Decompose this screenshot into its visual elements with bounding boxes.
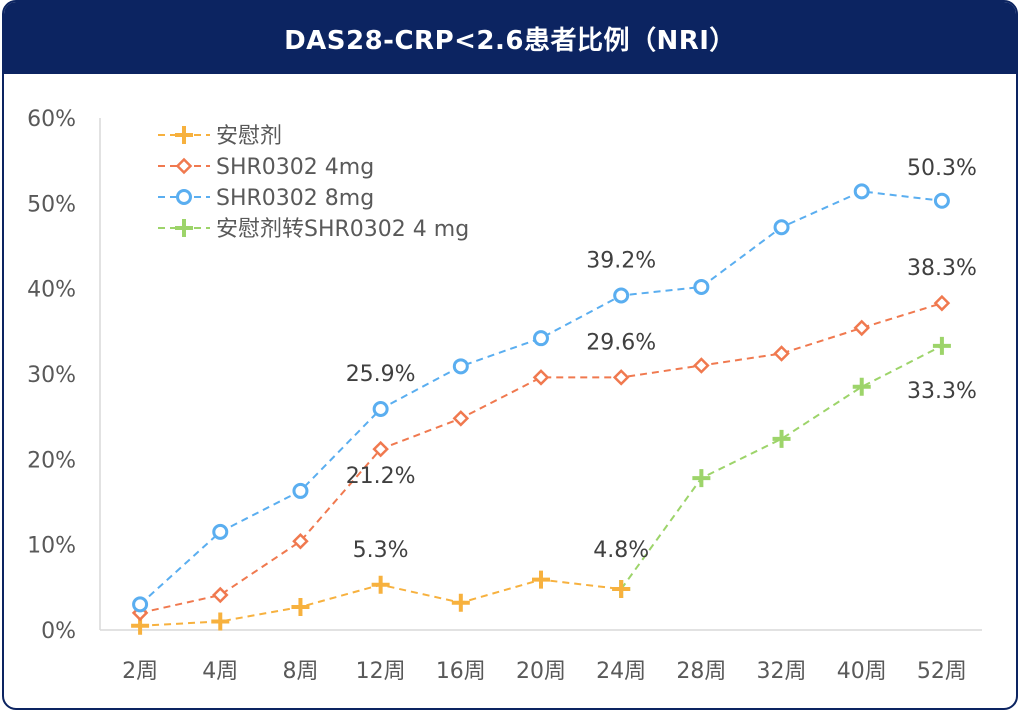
- legend-label: 安慰剂转SHR0302 4 mg: [216, 217, 469, 242]
- legend-label: SHR0302 8mg: [216, 186, 374, 211]
- y-tick-label: 20%: [27, 448, 76, 473]
- legend: 安慰剂 SHR0302 4mg SHR0302 8mg 安慰剂转SHR0302 4 m…: [158, 124, 469, 242]
- series-line: [139, 302, 943, 614]
- data-label: 21.2%: [346, 464, 416, 489]
- series-3: [612, 336, 951, 599]
- data-point: [772, 429, 791, 448]
- data-point: [291, 597, 310, 616]
- legend-item: SHR0302 8mg: [158, 186, 374, 211]
- data-point: [693, 278, 710, 295]
- data-point: [372, 440, 389, 458]
- x-tick-label: 12周: [356, 659, 406, 684]
- x-tick-label: 20周: [516, 659, 566, 684]
- series-0: [131, 570, 631, 635]
- data-point: [853, 183, 870, 200]
- data-point: [773, 345, 790, 362]
- x-tick-label: 16周: [436, 659, 486, 684]
- data-point: [612, 369, 630, 386]
- data-point: [175, 219, 193, 237]
- data-point: [532, 570, 550, 589]
- data-label: 25.9%: [346, 362, 416, 387]
- x-tick-label: 8周: [282, 659, 318, 684]
- data-point: [932, 336, 951, 355]
- data-point: [175, 157, 193, 175]
- data-point: [612, 580, 631, 599]
- data-point: [372, 400, 389, 417]
- data-point: [451, 593, 470, 612]
- y-tick-label: 10%: [27, 534, 76, 559]
- series-1: [131, 294, 951, 622]
- data-point: [933, 192, 950, 209]
- data-point: [613, 287, 630, 304]
- data-point: [212, 523, 229, 540]
- chart-title: DAS28-CRP<2.6患者比例（NRI）: [4, 2, 1016, 74]
- axes: 0% 10% 20% 30% 40% 50% 60% 2周 4周 8周 12周 16周 20周 24周 28…: [27, 107, 982, 684]
- data-point: [371, 575, 390, 594]
- data-point: [693, 357, 710, 374]
- data-point: [175, 126, 193, 144]
- data-label: 33.3%: [907, 379, 977, 404]
- x-tick-label: 40周: [837, 659, 887, 684]
- x-tick-label: 4周: [202, 659, 238, 684]
- data-label: 38.3%: [907, 256, 977, 281]
- data-label: 4.8%: [593, 538, 649, 563]
- data-point: [132, 596, 149, 613]
- series-line: [620, 344, 943, 590]
- data-label: 29.6%: [586, 330, 656, 355]
- series-layer: [131, 183, 951, 635]
- legend-label: SHR0302 4mg: [216, 155, 374, 180]
- data-point: [773, 219, 790, 236]
- y-tick-label: 30%: [27, 363, 76, 388]
- data-point: [212, 586, 229, 604]
- legend-item: 安慰剂转SHR0302 4 mg: [158, 217, 469, 242]
- data-point: [532, 369, 550, 386]
- legend-item: SHR0302 4mg: [158, 155, 374, 180]
- data-label: 5.3%: [353, 538, 409, 563]
- data-point: [292, 532, 309, 550]
- x-tick-label: 52周: [917, 659, 967, 684]
- data-point: [452, 358, 469, 375]
- legend-label: 安慰剂: [216, 124, 282, 149]
- data-label: 50.3%: [907, 156, 977, 181]
- data-labels: 5.3% 4.8% 21.2% 29.6% 38.3% 25.9% 39.2% 50.3% 33…: [346, 156, 977, 563]
- series-2: [132, 183, 950, 613]
- data-point: [692, 469, 711, 488]
- data-point: [292, 482, 309, 499]
- legend-item: 安慰剂: [158, 124, 282, 149]
- data-point: [452, 410, 470, 427]
- series-line: [139, 190, 943, 606]
- x-tick-label: 32周: [757, 659, 807, 684]
- x-tick-label: 24周: [596, 659, 646, 684]
- y-tick-label: 0%: [41, 619, 76, 644]
- data-point: [533, 330, 549, 347]
- data-label: 39.2%: [586, 248, 656, 273]
- y-tick-label: 40%: [27, 278, 76, 303]
- data-point: [852, 377, 871, 396]
- x-tick-label: 2周: [122, 659, 158, 684]
- y-tick-label: 50%: [27, 192, 76, 217]
- data-point: [933, 294, 951, 312]
- x-tick-label: 28周: [676, 659, 726, 684]
- data-point: [176, 189, 192, 205]
- data-point: [853, 319, 870, 337]
- data-point: [211, 612, 230, 631]
- y-tick-label: 60%: [27, 107, 76, 132]
